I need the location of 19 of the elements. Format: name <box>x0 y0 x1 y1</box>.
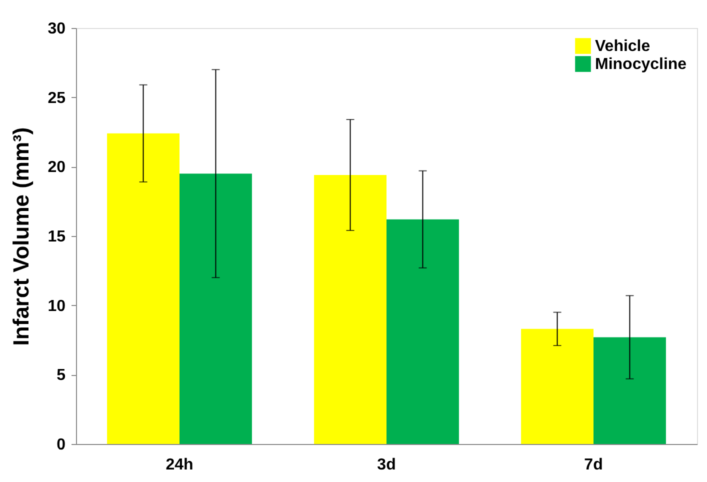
y-tick-label: 0 <box>56 436 66 454</box>
legend-label: Vehicle <box>595 38 650 55</box>
bar <box>107 133 180 444</box>
y-tick-label: 10 <box>48 298 66 315</box>
y-tick-label: 5 <box>56 367 66 384</box>
y-tick-label: 15 <box>48 228 66 246</box>
y-axis-title: Infarct Volume (mm³) <box>8 127 34 346</box>
x-tick-label: 3d <box>377 456 396 474</box>
bar <box>180 174 252 444</box>
bar <box>594 337 666 444</box>
x-tick-label: 24h <box>166 456 194 474</box>
x-tick-label: 7d <box>584 456 603 474</box>
y-tick-label: 25 <box>48 90 66 107</box>
bar <box>314 174 386 444</box>
bar <box>386 219 459 444</box>
bar <box>521 328 594 444</box>
y-tick-label: 20 <box>48 159 66 176</box>
y-tick-label: 30 <box>48 20 66 38</box>
legend-label: Minocycline <box>595 56 687 73</box>
